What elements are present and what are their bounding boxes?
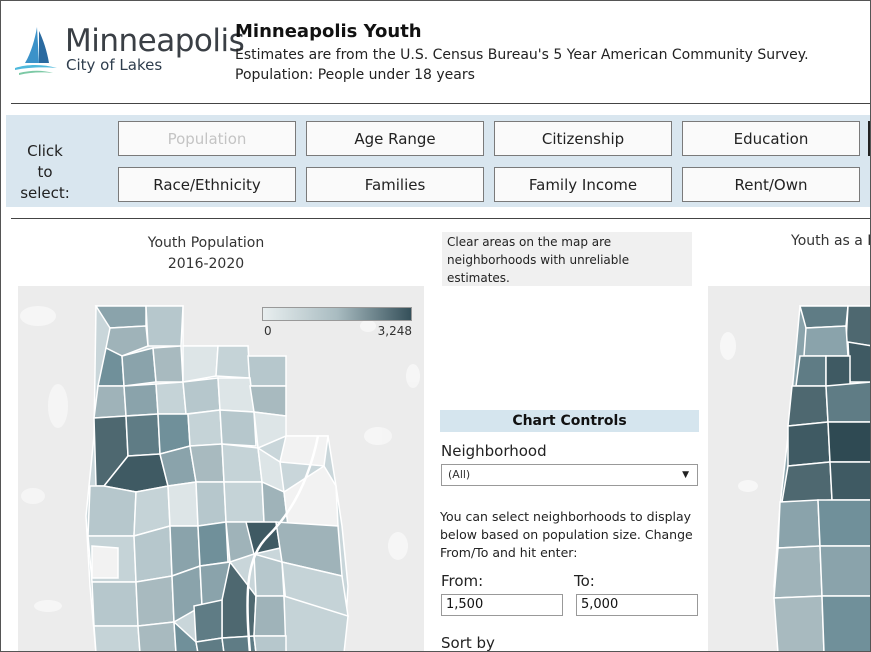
legend-color-ramp xyxy=(262,307,412,321)
from-label: From: xyxy=(441,572,484,590)
neighborhood-label: Neighborhood xyxy=(441,442,547,460)
unreliable-estimates-note: Clear areas on the map are neighborhoods… xyxy=(442,232,692,286)
neighborhood-dropdown-value: (All) xyxy=(448,468,471,481)
neighborhood-choropleth[interactable] xyxy=(18,286,424,652)
topic-button-families[interactable]: Families xyxy=(306,167,484,202)
legend-min-label: 0 xyxy=(264,324,272,338)
logo-tagline: City of Lakes xyxy=(66,56,163,74)
subtitle-line-source: Estimates are from the U.S. Census Burea… xyxy=(235,47,809,63)
topic-button-age-range[interactable]: Age Range xyxy=(306,121,484,156)
minneapolis-logo: Minneapolis City of Lakes xyxy=(13,23,245,79)
selector-label: Click to select: xyxy=(20,142,70,202)
neighborhood-choropleth-percent[interactable] xyxy=(708,286,871,652)
header-divider xyxy=(11,103,870,104)
youth-percent-map[interactable] xyxy=(708,286,871,652)
neighborhood-dropdown[interactable]: (All) ▼ xyxy=(441,464,698,486)
overflow-button-edge xyxy=(868,121,870,156)
topic-button-rent-own[interactable]: Rent/Own xyxy=(682,167,860,202)
to-input[interactable]: 5,000 xyxy=(576,594,698,616)
population-filter-help: You can select neighborhoods to display … xyxy=(440,508,702,562)
left-map-title-line1: Youth Population xyxy=(147,235,265,251)
legend-max-label: 3,248 xyxy=(377,324,412,338)
selector-divider xyxy=(11,218,870,219)
topic-button-family-income[interactable]: Family Income xyxy=(494,167,672,202)
note-line3: estimates. xyxy=(447,271,510,285)
right-map-title: Youth as a P xyxy=(791,233,871,249)
topic-button-citizenship[interactable]: Citizenship xyxy=(494,121,672,156)
topic-button-population[interactable]: Population xyxy=(118,121,296,156)
sort-by-label: Sort by xyxy=(441,634,495,652)
to-label: To: xyxy=(574,572,595,590)
help-line3: From/To and hit enter: xyxy=(440,545,578,560)
subtitle-line-population: Population: People under 18 years xyxy=(235,67,475,83)
dropdown-caret-icon[interactable]: ▼ xyxy=(682,470,689,480)
youth-population-map[interactable]: 0 3,248 xyxy=(18,286,424,652)
note-line2: neighborhoods with unreliable xyxy=(447,253,630,267)
page-title: Minneapolis Youth xyxy=(235,21,422,42)
left-map-title-line2: 2016-2020 xyxy=(167,256,245,272)
topic-button-education[interactable]: Education xyxy=(682,121,860,156)
population-legend: 0 3,248 xyxy=(262,307,412,338)
page-subtitle: Estimates are from the U.S. Census Burea… xyxy=(235,45,809,85)
note-line1: Clear areas on the map are xyxy=(447,235,612,249)
topic-button-race-ethnicity[interactable]: Race/Ethnicity xyxy=(118,167,296,202)
from-input[interactable]: 1,500 xyxy=(441,594,563,616)
sailboat-logo-icon xyxy=(15,27,57,75)
left-map-title: Youth Population 2016-2020 xyxy=(141,233,271,275)
help-line1: You can select neighborhoods to display xyxy=(440,509,692,524)
chart-controls-header: Chart Controls xyxy=(440,410,699,432)
help-line2: below based on population size. Change xyxy=(440,527,693,542)
logo-name: Minneapolis xyxy=(65,23,245,59)
